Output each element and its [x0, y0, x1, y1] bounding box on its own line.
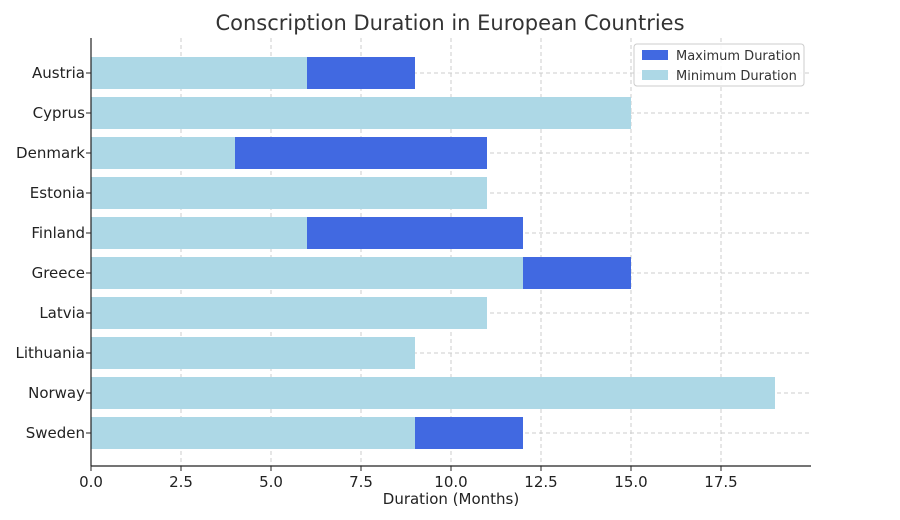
- x-axis-label: Duration (Months): [383, 490, 519, 508]
- x-tick-label: 7.5: [349, 473, 373, 491]
- bars: [91, 57, 775, 449]
- min-duration-bar-lithuania: [91, 337, 415, 369]
- min-duration-bar-latvia: [91, 297, 487, 329]
- x-tick-label: 15.0: [614, 473, 647, 491]
- min-duration-bar-finland: [91, 217, 307, 249]
- y-tick-label: Norway: [28, 384, 85, 402]
- min-duration-bar-sweden: [91, 417, 415, 449]
- axes: [86, 38, 811, 471]
- legend: Maximum Duration Minimum Duration: [633, 43, 805, 87]
- min-duration-bar-estonia: [91, 177, 487, 209]
- legend-label: Maximum Duration: [676, 49, 801, 64]
- min-duration-bar-cyprus: [91, 97, 631, 129]
- y-tick-label: Austria: [32, 64, 85, 82]
- min-duration-bar-denmark: [91, 137, 235, 169]
- x-tick-label: 12.5: [524, 473, 557, 491]
- legend-box: [633, 43, 805, 87]
- y-tick-label: Finland: [31, 224, 85, 242]
- min-duration-bar-austria: [91, 57, 307, 89]
- x-tick-label: 17.5: [704, 473, 737, 491]
- y-tick-label: Greece: [32, 264, 85, 282]
- y-tick-label: Denmark: [16, 144, 85, 162]
- y-tick-label: Estonia: [30, 184, 85, 202]
- x-tick-label: 2.5: [169, 473, 193, 491]
- x-tick-labels: 0.0 2.5 5.0 7.5 10.0 12.5 15.0 17.5: [79, 473, 738, 491]
- legend-label: Minimum Duration: [676, 69, 797, 84]
- min-duration-bar-norway: [91, 377, 775, 409]
- y-tick-label: Cyprus: [33, 104, 86, 122]
- y-tick-label: Latvia: [39, 304, 85, 322]
- min-duration-bar-greece: [91, 257, 523, 289]
- legend-swatch: [642, 70, 668, 80]
- y-tick-labels: Austria Cyprus Denmark Estonia Finland Greece…: [16, 64, 86, 442]
- x-tick-label: 5.0: [259, 473, 283, 491]
- chart-title: Conscription Duration in European Countr…: [215, 11, 684, 35]
- y-tick-label: Lithuania: [16, 344, 85, 362]
- legend-swatch: [642, 50, 668, 60]
- x-tick-label: 0.0: [79, 473, 103, 491]
- y-tick-label: Sweden: [26, 424, 85, 442]
- x-tick-label: 10.0: [434, 473, 467, 491]
